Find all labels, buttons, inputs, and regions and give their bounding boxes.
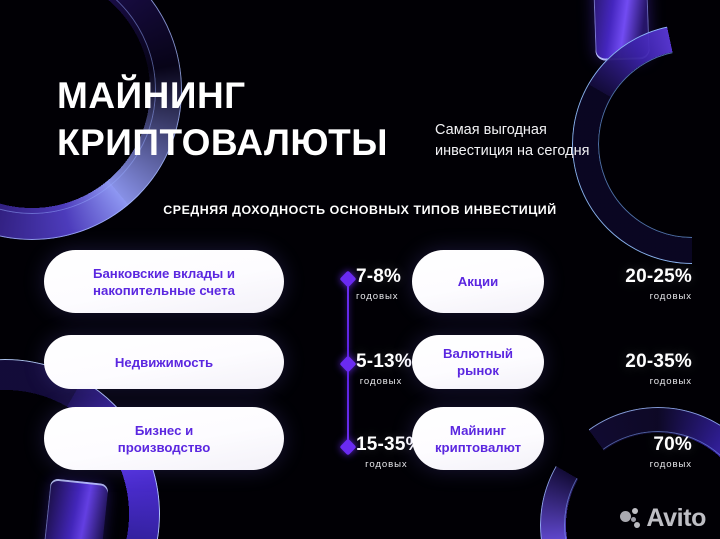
value-period: годовых bbox=[356, 291, 399, 302]
page-title: МАЙНИНГ КРИПТОВАЛЮТЫ bbox=[57, 72, 388, 166]
list-item-label-line-2: накопительные счета bbox=[93, 282, 235, 298]
list-item-label-line-1: Бизнес и bbox=[134, 422, 194, 438]
list-item-label-line-2: криптовалют bbox=[434, 439, 522, 455]
avito-logo-icon bbox=[620, 508, 641, 529]
list-item-label-line-1: Валютный bbox=[443, 346, 513, 361]
value-group: 70% годовых bbox=[588, 434, 692, 470]
value-period: годовых bbox=[359, 376, 403, 387]
value-percent: 20-25% bbox=[625, 266, 692, 287]
section-heading: СРЕДНЯЯ ДОХОДНОСТЬ ОСНОВНЫХ ТИПОВ ИНВЕСТ… bbox=[163, 203, 557, 217]
value-group: 20-25% годовых bbox=[588, 266, 692, 302]
value-percent: 5-13% bbox=[356, 351, 412, 372]
list-item[interactable]: Банковские вклады и накопительные счета bbox=[44, 250, 284, 313]
value-group: 7-8% годовых bbox=[356, 266, 404, 302]
list-item-label-line-2: производство bbox=[117, 439, 211, 455]
list-item[interactable]: Майнинг криптовалют bbox=[412, 407, 544, 470]
value-period: годовых bbox=[649, 291, 692, 302]
diamond-marker-icon bbox=[339, 270, 357, 288]
value-group: 5-13% годовых bbox=[356, 351, 412, 387]
diamond-marker-icon bbox=[339, 438, 357, 456]
list-item[interactable]: Акции bbox=[412, 250, 544, 313]
value-period: годовых bbox=[365, 459, 408, 470]
list-item-label: Акции bbox=[457, 274, 499, 289]
ring-segment-top-right-icon bbox=[592, 0, 650, 61]
value-group: 20-35% годовых bbox=[588, 351, 692, 387]
diamond-marker-icon bbox=[339, 355, 357, 373]
connector-line-left bbox=[339, 240, 357, 480]
ring-segment-bottom-left-icon bbox=[41, 478, 109, 539]
title-line-2: КРИПТОВАЛЮТЫ bbox=[57, 122, 388, 163]
list-item-label: Майнинг криптовалют bbox=[435, 422, 521, 456]
list-item-label: Бизнес и производство bbox=[118, 422, 211, 456]
avito-brand-label: Avito bbox=[646, 504, 706, 532]
list-item-label: Банковские вклады и накопительные счета bbox=[93, 265, 235, 299]
list-item[interactable]: Недвижимость bbox=[44, 335, 284, 389]
page-subtitle: Самая выгодная инвестиция на сегодня bbox=[435, 120, 589, 162]
value-group: 15-35% годовых bbox=[356, 434, 423, 470]
subtitle-line-2: инвестиция на сегодня bbox=[435, 143, 590, 159]
value-percent: 70% bbox=[653, 434, 692, 455]
list-item-label: Валютный рынок bbox=[443, 345, 513, 379]
avito-watermark: Avito bbox=[620, 506, 706, 531]
subtitle-line-1: Самая выгодная bbox=[435, 122, 547, 138]
list-item-label-line-2: рынок bbox=[457, 363, 499, 378]
value-percent: 20-35% bbox=[625, 351, 692, 372]
list-item[interactable]: Валютный рынок bbox=[412, 335, 544, 389]
list-item[interactable]: Бизнес и производство bbox=[44, 407, 284, 470]
value-period: годовых bbox=[649, 459, 692, 470]
title-line-1: МАЙНИНГ bbox=[57, 75, 246, 116]
value-percent: 7-8% bbox=[356, 266, 402, 287]
value-period: годовых bbox=[649, 376, 692, 387]
list-item-label-line-1: Банковские вклады и bbox=[92, 265, 236, 281]
ring-arc-top-right-rim-icon bbox=[572, 24, 720, 264]
value-percent: 15-35% bbox=[356, 434, 423, 455]
investment-returns-chart: Банковские вклады и накопительные счета … bbox=[0, 240, 720, 480]
list-item-label: Недвижимость bbox=[114, 354, 214, 370]
list-item-label-line-1: Майнинг bbox=[449, 422, 507, 438]
ring-arc-top-right-icon bbox=[572, 24, 720, 264]
